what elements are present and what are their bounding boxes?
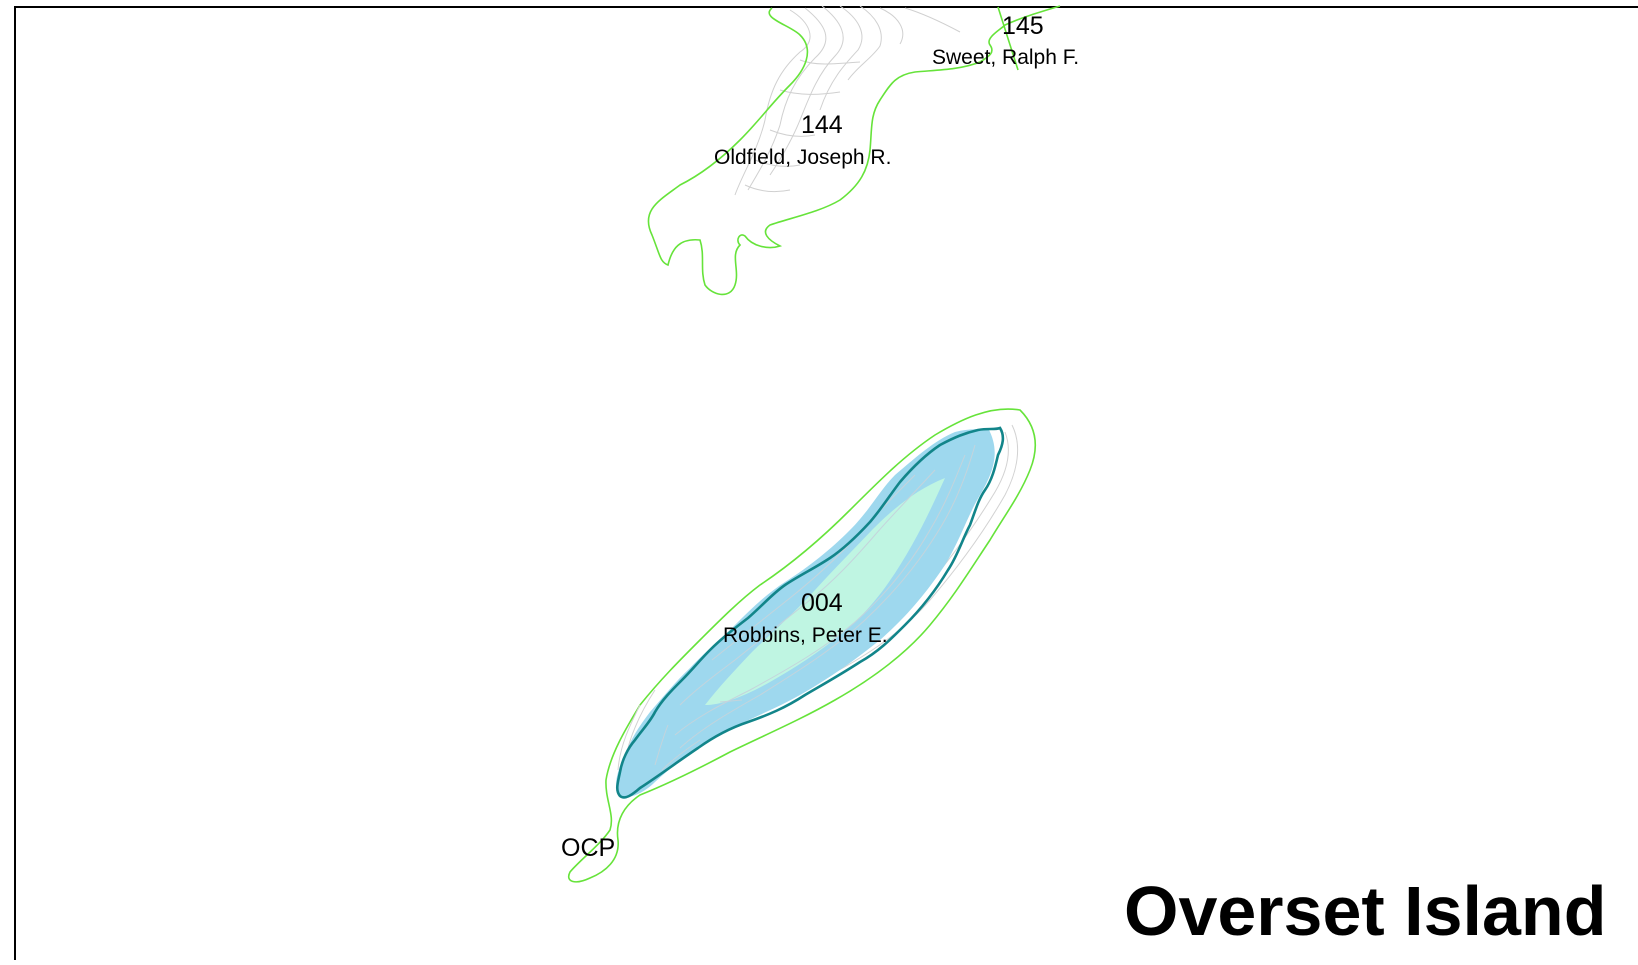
north-parcel-boundary [647,5,1061,296]
parcel-owner: Sweet, Ralph F. [932,46,1079,69]
north-contours [734,5,961,196]
map-title: Overset Island [1124,872,1606,950]
island-parcel-boundary [568,408,1036,883]
parcel-label-145[interactable]: 145 Sweet, Ralph F. [932,12,1079,69]
north-landmass[interactable] [647,5,1061,296]
parcel-divider-145 [997,6,1019,71]
parcel-label-004[interactable]: 004 Robbins, Peter E. [723,589,888,647]
map-border [14,6,1638,965]
parcel-owner: Oldfield, Joseph R. [714,146,891,169]
island-high-ground [705,478,945,705]
ocp-label: OCP [561,834,615,862]
parcel-number: 004 [801,589,843,617]
overset-island[interactable] [568,408,1036,883]
parcel-number: 145 [1002,12,1044,40]
parcel-label-144[interactable]: 144 Oldfield, Joseph R. [714,111,891,169]
parcel-owner: Robbins, Peter E. [723,624,888,647]
parcel-number: 144 [801,111,843,139]
island-shore-outline [615,426,1005,799]
island-inner-contours [654,444,976,771]
